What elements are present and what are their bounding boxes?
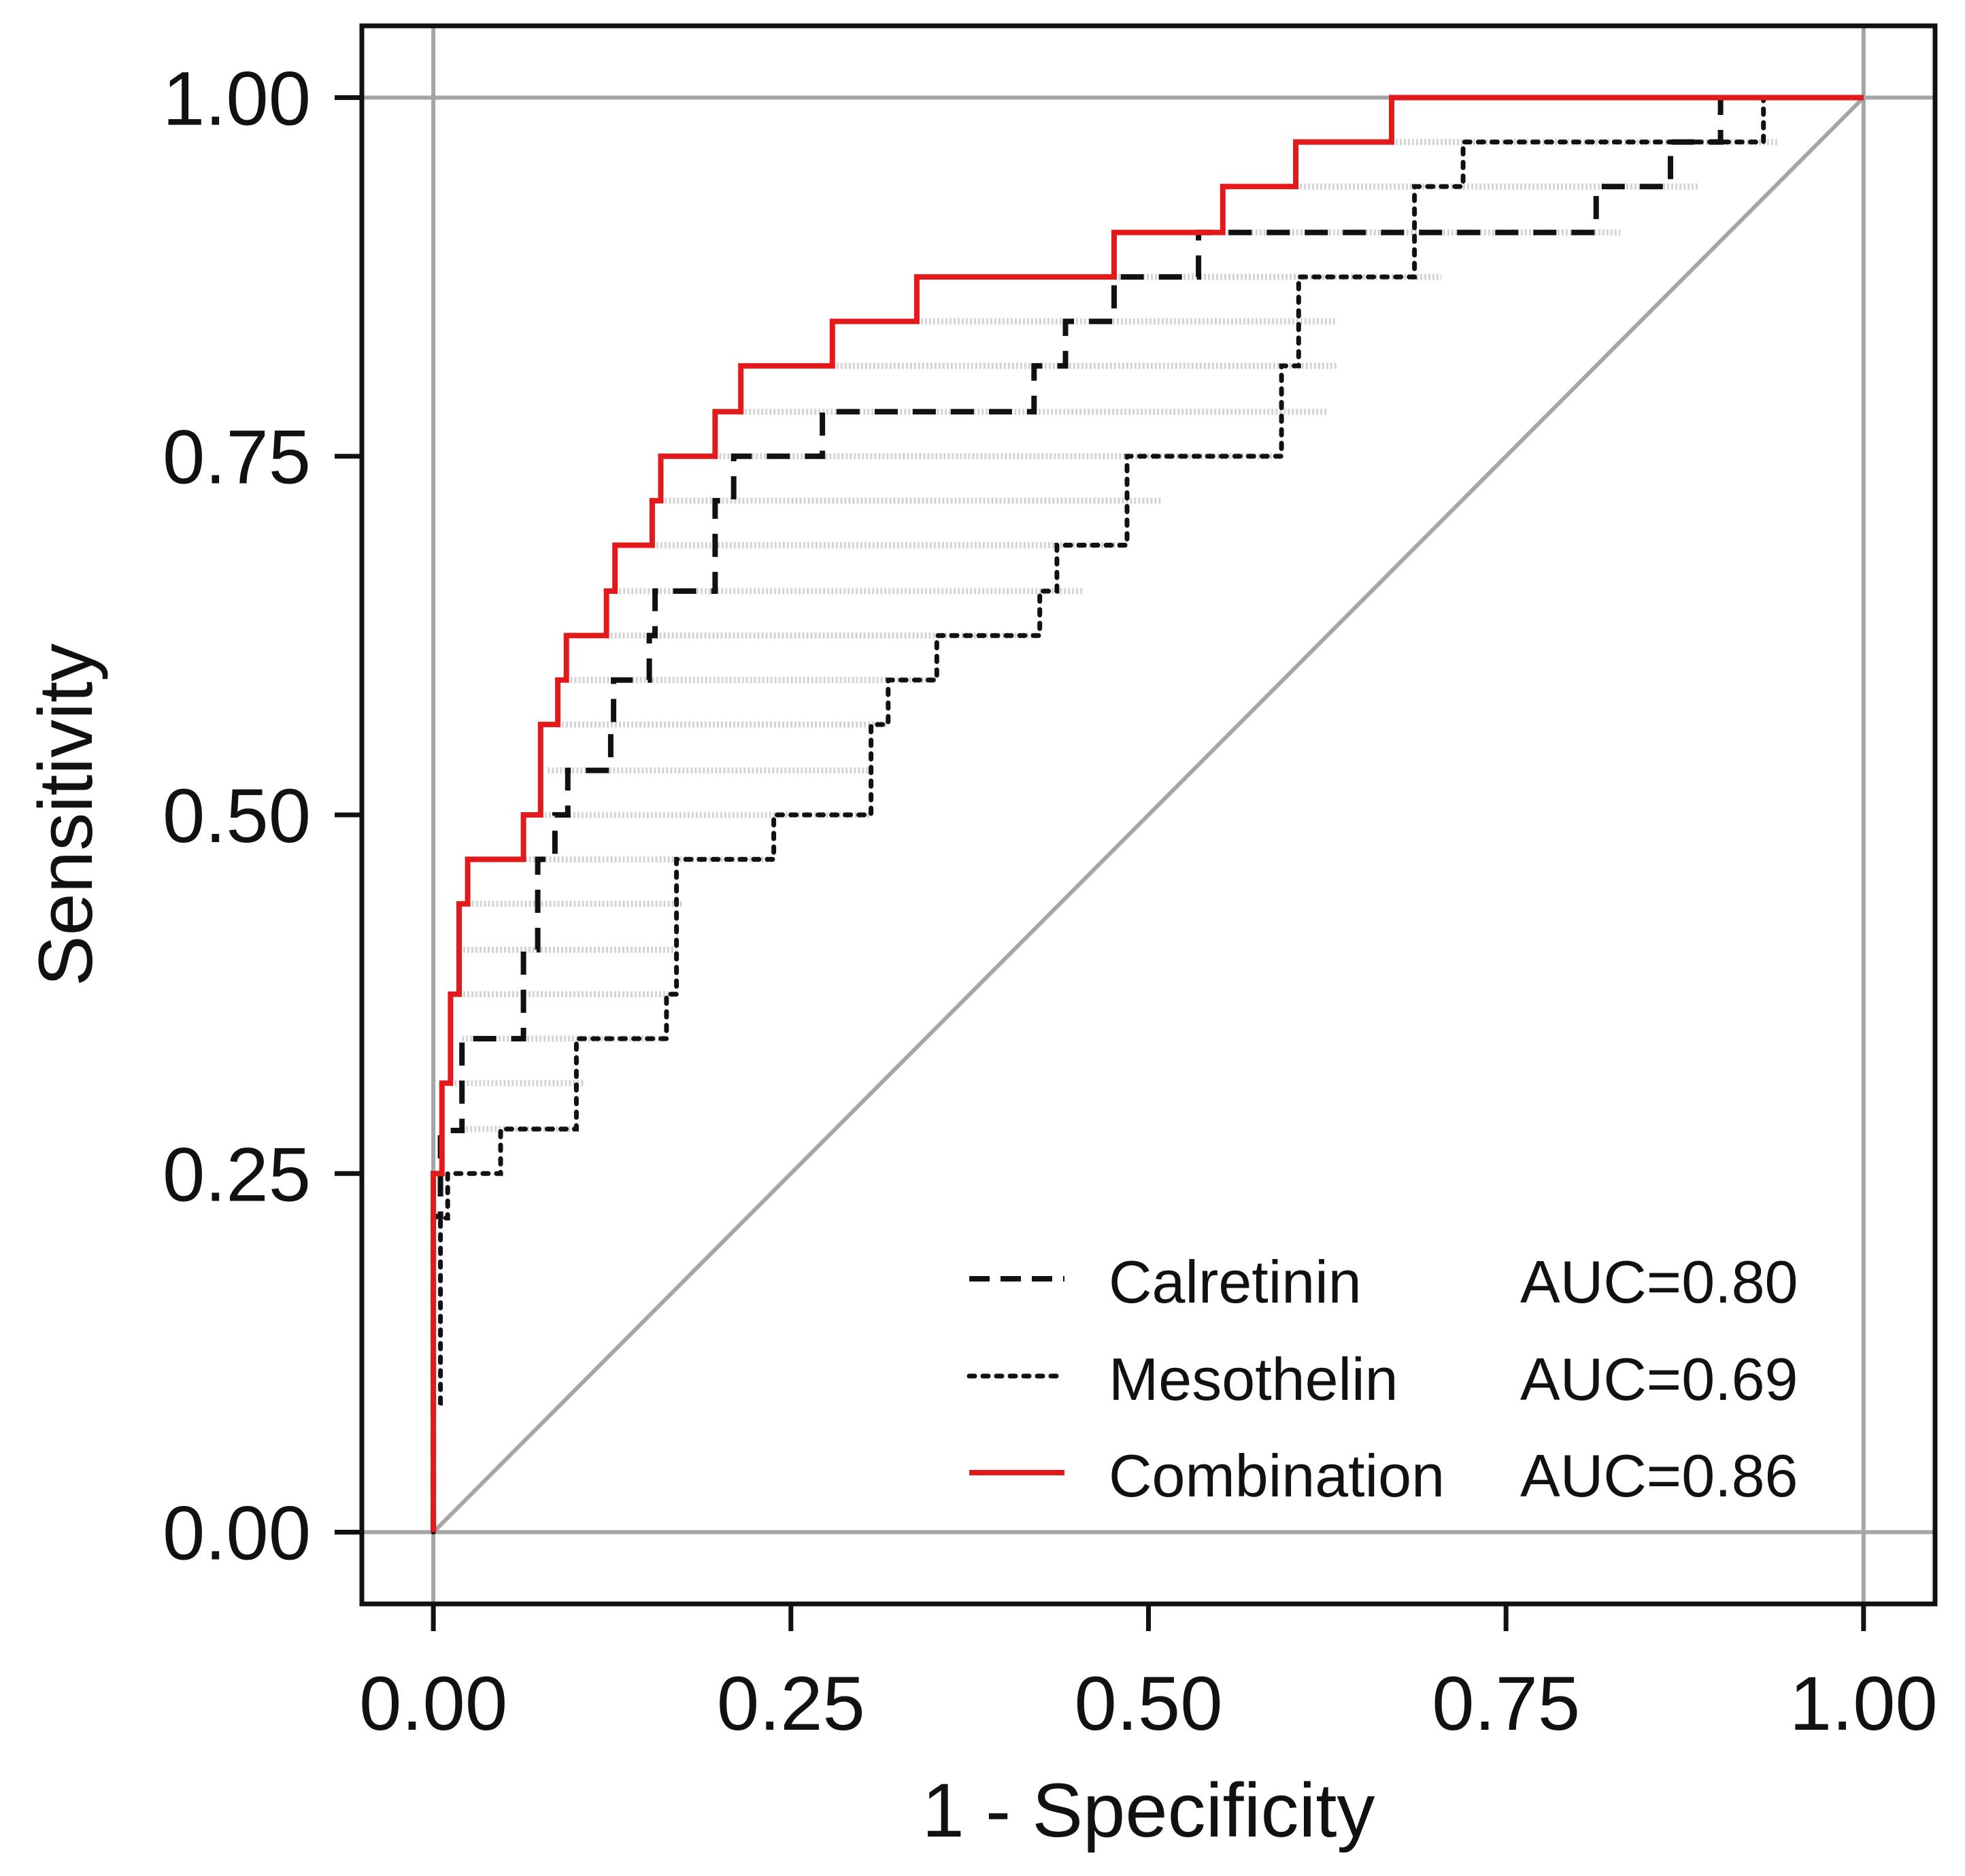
reference-diagonal <box>432 96 1865 1534</box>
legend-auc-calretinin: AUC=0.80 <box>1520 1248 1798 1316</box>
legend-auc-mesothelin: AUC=0.69 <box>1520 1345 1798 1413</box>
y-tick-label-3: 0.75 <box>163 415 311 500</box>
legend-label-calretinin: Calretinin <box>1109 1248 1362 1316</box>
x-tick-label-0: 0.00 <box>359 1661 507 1746</box>
x-tick-label-3: 0.75 <box>1432 1661 1580 1746</box>
y-tick-label-0: 0.00 <box>163 1491 311 1576</box>
legend-label-mesothelin: Mesothelin <box>1109 1345 1398 1413</box>
y-axis-title: Sensitivity <box>23 643 108 986</box>
series-line-mesothelin <box>431 95 1866 1535</box>
legend: Calretinin AUC=0.80 Mesothelin AUC=0.69 Comb… <box>967 1248 1798 1509</box>
series-line-combination <box>431 95 1864 1532</box>
y-tick-label-4: 1.00 <box>163 56 311 141</box>
legend-auc-combination: AUC=0.86 <box>1520 1442 1798 1509</box>
y-tick-label-2: 0.50 <box>163 773 311 858</box>
x-tick-label-4: 1.00 <box>1790 1661 1938 1746</box>
series-lines <box>431 95 1866 1535</box>
legend-label-combination: Combination <box>1109 1442 1445 1509</box>
x-tick-label-2: 0.50 <box>1075 1661 1223 1746</box>
x-axis-title: 1 - Specificity <box>922 1768 1375 1853</box>
axis-ticks: 0.00 0.25 0.50 0.75 1.00 0.00 0.25 0.50 0.75 1.00 <box>163 56 1938 1746</box>
y-tick-label-1: 0.25 <box>163 1132 311 1217</box>
x-tick-label-1: 0.25 <box>717 1661 865 1746</box>
